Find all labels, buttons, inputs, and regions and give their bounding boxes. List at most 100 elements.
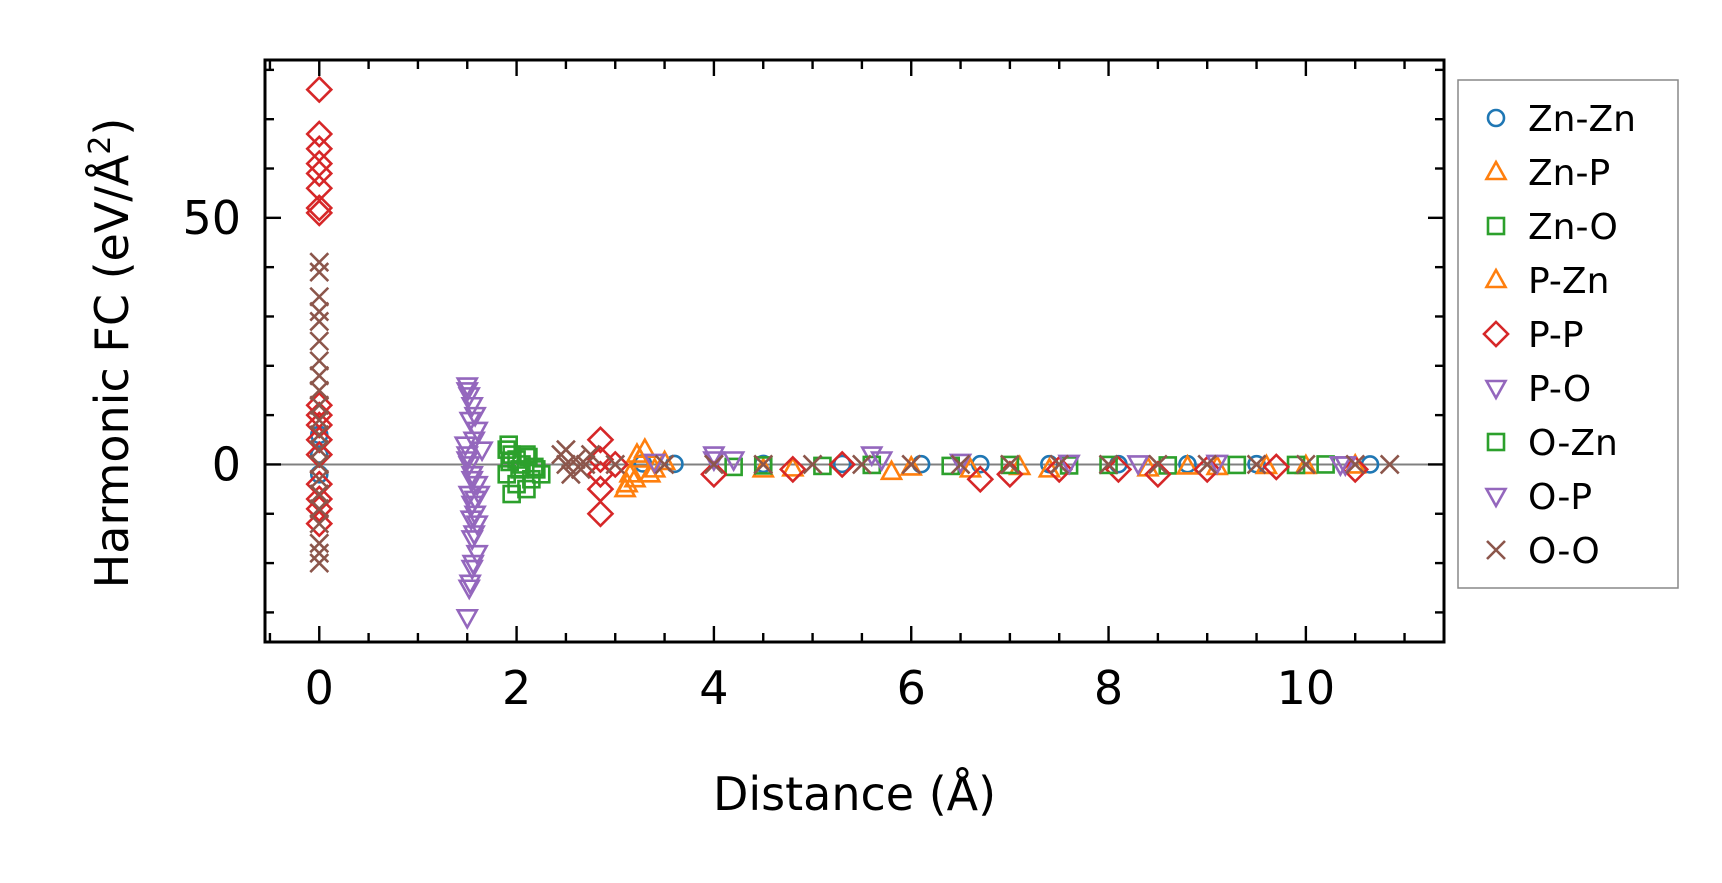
y-tick-label: 0 xyxy=(212,437,241,491)
legend-label: P-Zn xyxy=(1528,261,1609,302)
data-point xyxy=(586,425,615,454)
data-point xyxy=(1254,453,1279,475)
data-point xyxy=(309,252,330,273)
data-point xyxy=(305,194,334,222)
data-point xyxy=(309,484,330,504)
data-point xyxy=(753,454,774,475)
data-point xyxy=(555,439,576,460)
legend-entry-p-zn: P-Zn xyxy=(1484,261,1609,302)
legend-entry-zn-zn: Zn-Zn xyxy=(1486,99,1636,140)
data-point xyxy=(601,450,630,479)
data-point xyxy=(1262,453,1291,481)
series-layer xyxy=(305,75,1400,631)
data-point xyxy=(455,451,479,473)
data-point xyxy=(948,453,973,475)
data-point xyxy=(453,436,477,458)
data-point xyxy=(309,410,330,430)
data-point xyxy=(1098,454,1119,475)
legend-entry-p-o: P-O xyxy=(1484,369,1591,410)
series-o-zn xyxy=(500,447,1335,479)
data-point xyxy=(1057,454,1081,476)
data-point xyxy=(753,456,773,475)
data-point xyxy=(879,459,904,481)
data-point xyxy=(555,454,576,475)
legend-label: O-Zn xyxy=(1528,423,1618,464)
data-point xyxy=(309,286,330,307)
legend-entry-zn-o: Zn-O xyxy=(1486,207,1618,248)
data-point xyxy=(455,382,479,404)
legend-label: Zn-P xyxy=(1528,153,1610,194)
data-point xyxy=(305,391,334,420)
data-point xyxy=(899,454,923,476)
data-point xyxy=(525,457,544,477)
data-point xyxy=(309,469,330,490)
data-point xyxy=(1126,455,1150,477)
legend-marker xyxy=(1482,320,1510,348)
legend-marker xyxy=(1484,159,1508,181)
data-point xyxy=(305,440,334,469)
data-point xyxy=(309,445,329,464)
data-point xyxy=(1345,454,1366,475)
legend-label: P-P xyxy=(1528,315,1584,356)
data-point xyxy=(309,311,330,332)
data-point xyxy=(1205,454,1229,476)
y-axis-label-superscript: 2 xyxy=(83,136,118,155)
data-point xyxy=(1049,454,1070,475)
y-axis-label-main: Harmonic FC (eV/Å xyxy=(85,154,139,588)
data-point xyxy=(309,350,330,371)
data-point xyxy=(1294,453,1318,475)
data-point xyxy=(458,574,482,596)
data-point xyxy=(832,454,852,474)
data-point xyxy=(465,475,489,497)
data-point xyxy=(305,494,334,523)
legend-marker xyxy=(1484,379,1508,401)
data-point xyxy=(305,120,334,148)
data-point xyxy=(305,425,334,454)
data-point xyxy=(470,441,494,463)
data-point xyxy=(461,554,485,576)
data-point xyxy=(497,440,517,459)
data-point xyxy=(460,559,484,581)
x-tick-label: 10 xyxy=(1277,661,1336,715)
x-tick-label: 2 xyxy=(502,661,531,715)
legend-entries: Zn-Zn Zn-P Zn-O P-Zn P-P P-O O-Zn O-P O-O xyxy=(1482,99,1636,572)
data-point xyxy=(869,451,894,473)
legend-marker xyxy=(1484,267,1508,289)
plot-area xyxy=(265,60,1444,642)
data-point xyxy=(702,446,726,468)
legend-entry-o-p: O-P xyxy=(1484,477,1592,518)
x-tick-label: 4 xyxy=(699,661,728,715)
data-point xyxy=(586,475,615,503)
legend-label: Zn-Zn xyxy=(1528,99,1636,140)
data-point xyxy=(305,509,334,538)
data-point xyxy=(575,454,596,475)
data-point xyxy=(502,484,521,504)
legend-marker xyxy=(1486,432,1506,452)
data-point xyxy=(1295,454,1316,475)
data-point xyxy=(1045,455,1074,484)
data-point xyxy=(305,159,334,188)
data-point xyxy=(309,380,330,401)
data-point xyxy=(462,525,486,547)
data-point xyxy=(1193,455,1222,484)
data-point xyxy=(463,406,487,428)
data-point xyxy=(309,454,330,475)
legend-marker xyxy=(1484,487,1508,509)
data-point xyxy=(309,395,330,416)
data-point xyxy=(625,441,649,463)
data-point xyxy=(1000,455,1020,475)
data-point xyxy=(1227,455,1247,475)
y-axis-label-close: ) xyxy=(85,118,139,136)
legend-entry-o-o: O-O xyxy=(1486,531,1600,572)
data-point xyxy=(458,411,482,433)
series-o-o xyxy=(309,252,1400,574)
data-point xyxy=(1341,455,1370,484)
ticks-layer xyxy=(265,60,1444,642)
data-point xyxy=(309,533,330,554)
data-point xyxy=(778,455,807,484)
data-point xyxy=(462,431,486,453)
data-point xyxy=(781,455,805,477)
data-point xyxy=(522,469,541,489)
data-point xyxy=(851,454,872,475)
